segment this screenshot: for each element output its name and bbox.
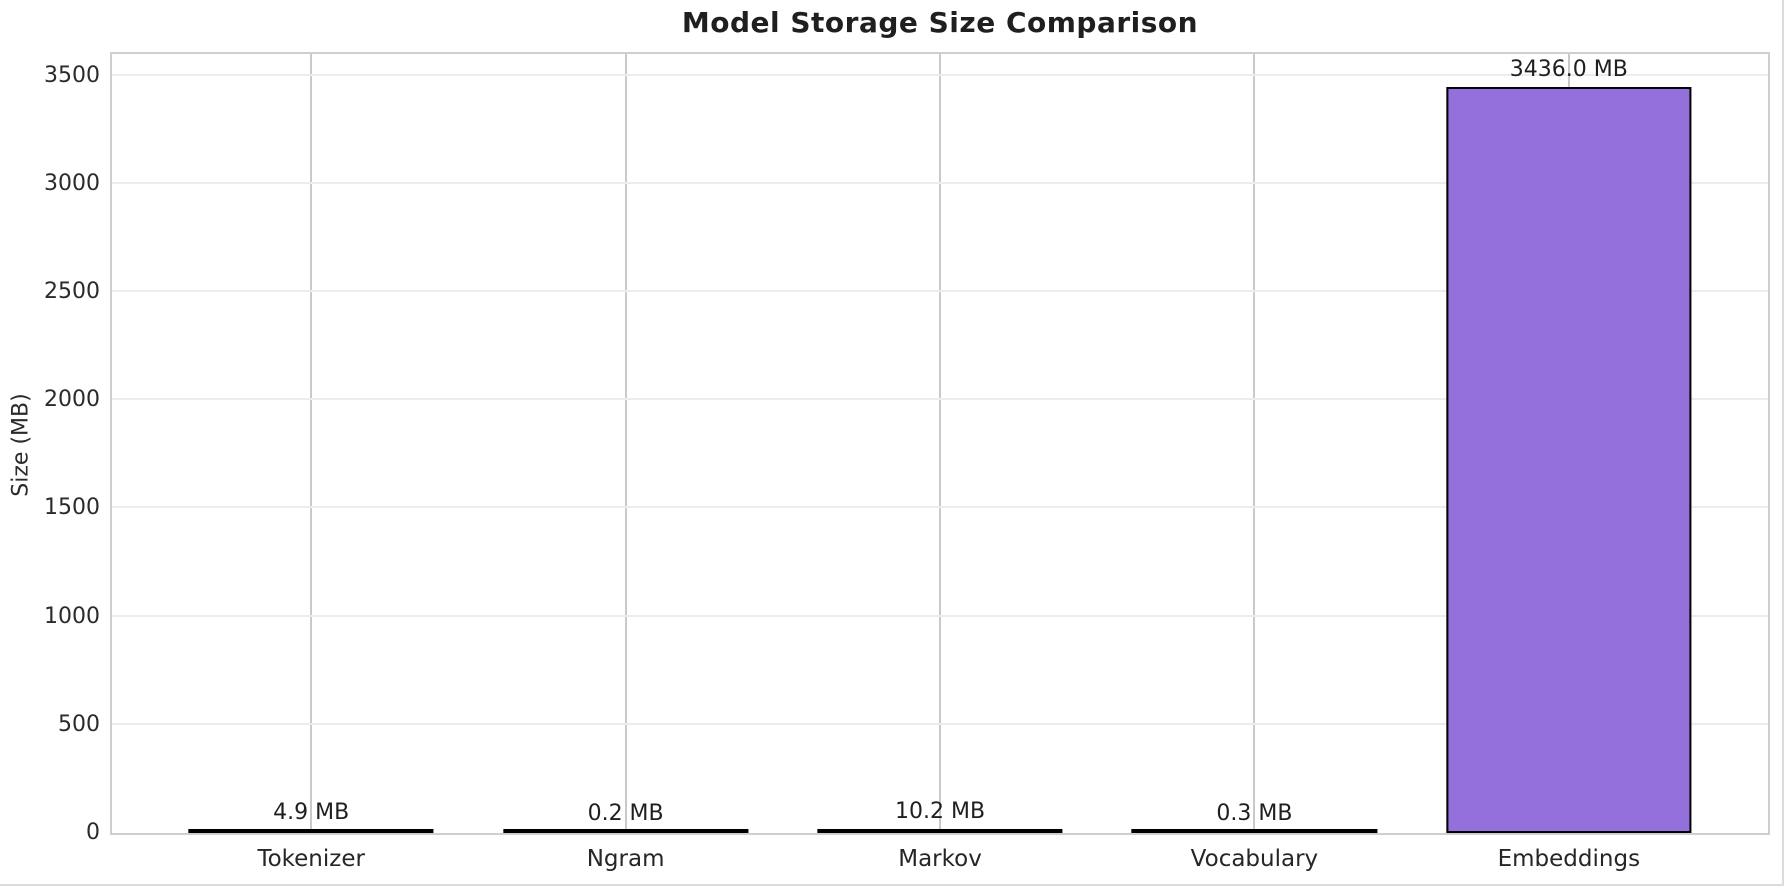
v-gridline xyxy=(939,54,942,833)
bar-value-label: 0.2 MB xyxy=(587,800,664,826)
bar xyxy=(817,829,1063,833)
bars-row: 4.9 MB Tokenizer 0.2 MB Ngram 10.2 MB Markov 0… xyxy=(112,54,1768,872)
chart-title: Model Storage Size Comparison xyxy=(681,6,1199,39)
bar-slot: 10.2 MB Markov xyxy=(783,54,1097,872)
h-gridline xyxy=(112,290,1768,293)
x-tick-label: Embeddings xyxy=(1497,846,1641,872)
h-gridline xyxy=(112,181,1768,184)
x-tick-label: Tokenizer xyxy=(257,846,365,872)
bar-slot: 3436.0 MB Embeddings xyxy=(1412,54,1726,872)
plot-area: 4.9 MB Tokenizer 0.2 MB Ngram 10.2 MB Markov 0… xyxy=(44,52,1770,872)
bar-value-label: 4.9 MB xyxy=(273,799,350,825)
bar-slot: 0.3 MB Vocabulary xyxy=(1097,54,1411,872)
h-gridline xyxy=(112,73,1768,76)
bar-slot: 0.2 MB Ngram xyxy=(468,54,782,872)
bar-value-label: 10.2 MB xyxy=(894,798,986,824)
bar xyxy=(1446,87,1692,833)
y-tick-label: 2000 xyxy=(44,387,100,413)
v-gridline xyxy=(1253,54,1256,833)
x-tick-label: Markov xyxy=(898,846,982,872)
bar-value-label: 3436.0 MB xyxy=(1509,56,1628,82)
y-tick-label: 1500 xyxy=(44,495,100,521)
bar xyxy=(502,829,749,833)
bar xyxy=(188,829,434,833)
bar-slot: 4.9 MB Tokenizer xyxy=(154,54,468,872)
y-tick-label: 0 xyxy=(86,820,100,845)
x-tick-label: Vocabulary xyxy=(1190,846,1319,872)
bar-value-label: 0.3 MB xyxy=(1216,800,1293,826)
y-tick-label: 3000 xyxy=(44,170,100,196)
y-tick-label: 500 xyxy=(58,711,100,737)
bar xyxy=(1131,829,1378,833)
h-gridline xyxy=(112,614,1768,617)
y-axis-label: Size (MB) xyxy=(8,393,34,497)
v-gridline xyxy=(310,54,313,833)
v-gridline xyxy=(624,54,627,833)
h-gridline xyxy=(112,398,1768,401)
y-tick-label: 3500 xyxy=(44,62,100,88)
x-tick-label: Ngram xyxy=(586,846,665,872)
h-gridline xyxy=(112,722,1768,725)
y-tick-label: 1000 xyxy=(44,603,100,629)
y-tick-label: 2500 xyxy=(44,279,100,305)
h-gridline xyxy=(112,506,1768,509)
